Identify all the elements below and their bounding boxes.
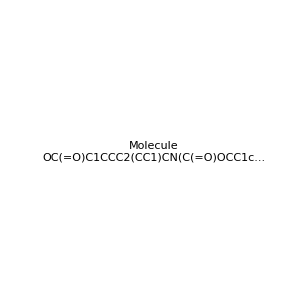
Text: Molecule
OC(=O)C1CCC2(CC1)CN(C(=O)OCC1c...: Molecule OC(=O)C1CCC2(CC1)CN(C(=O)OCC1c.…: [42, 141, 265, 162]
